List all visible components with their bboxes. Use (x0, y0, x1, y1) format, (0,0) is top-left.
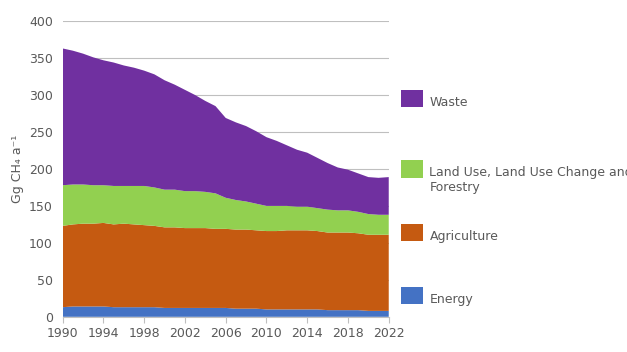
Y-axis label: Gg CH₄ a⁻¹: Gg CH₄ a⁻¹ (11, 135, 24, 203)
Text: Land Use, Land Use Change and
Forestry: Land Use, Land Use Change and Forestry (429, 166, 627, 194)
Text: Energy: Energy (429, 293, 473, 306)
Text: Agriculture: Agriculture (429, 230, 498, 243)
Text: Waste: Waste (429, 96, 468, 109)
